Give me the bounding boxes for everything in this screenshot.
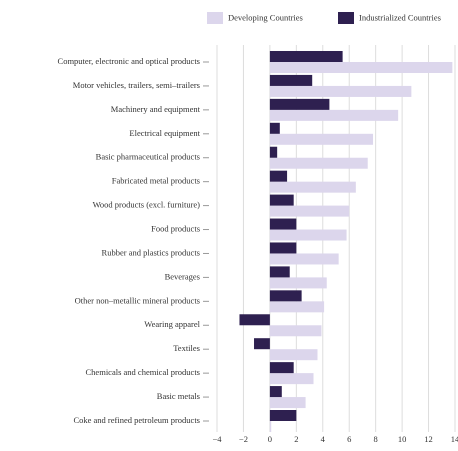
y-tick-label: Wood products (excl. furniture)	[93, 200, 201, 210]
x-tick-label: 4	[321, 434, 326, 444]
bar	[269, 266, 290, 278]
y-tick-label: Coke and refined petroleum products	[73, 415, 200, 425]
bar	[269, 98, 330, 110]
bar	[239, 314, 270, 326]
bar	[269, 133, 374, 145]
x-tick-label: 2	[294, 434, 298, 444]
bar	[269, 194, 294, 206]
bar	[269, 205, 350, 217]
bar	[269, 349, 318, 361]
y-tick-label: Basic pharmaceutical products	[96, 152, 200, 162]
bar	[269, 253, 339, 265]
y-tick-label: Fabricated metal products	[112, 176, 200, 186]
bar	[269, 109, 399, 121]
legend-swatch	[338, 12, 354, 24]
legend-label: Industrialized Countries	[359, 12, 441, 22]
bar	[269, 122, 280, 134]
bar	[269, 62, 453, 73]
bar	[269, 170, 288, 182]
bar	[269, 410, 297, 421]
bar	[269, 51, 343, 62]
x-tick-label: −2	[239, 434, 248, 444]
bar	[269, 421, 272, 432]
bar	[269, 242, 297, 254]
bar	[269, 290, 302, 302]
y-tick-label: Food products	[151, 223, 200, 233]
bar	[269, 386, 282, 398]
bar	[269, 146, 278, 158]
bar	[269, 301, 325, 313]
bar	[269, 325, 322, 337]
bar	[269, 277, 327, 289]
x-tick-label: 14	[451, 434, 458, 444]
bar	[269, 74, 313, 86]
bar	[269, 181, 356, 193]
y-tick-label: Electrical equipment	[129, 128, 200, 138]
y-tick-label: Computer, electronic and optical product…	[58, 56, 200, 66]
y-tick-label: Wearing apparel	[144, 319, 200, 329]
y-tick-label: Machinery and equipment	[111, 104, 201, 114]
x-tick-label: 0	[268, 434, 272, 444]
bar	[269, 229, 347, 241]
bar	[269, 397, 306, 409]
y-tick-label: Chemicals and chemical products	[86, 367, 200, 377]
x-tick-label: −4	[212, 434, 222, 444]
legend-label: Developing Countries	[228, 12, 303, 22]
x-tick-label: 6	[347, 434, 351, 444]
bar	[269, 85, 412, 97]
y-tick-label: Rubber and plastics products	[102, 247, 200, 257]
bar	[269, 362, 294, 374]
y-tick-label: Other non–metallic mineral products	[75, 295, 200, 305]
x-tick-label: 8	[374, 434, 378, 444]
y-tick-label: Motor vehicles, trailers, semi–trailers	[73, 80, 200, 90]
bar	[269, 218, 297, 230]
x-tick-label: 12	[424, 434, 433, 444]
legend-swatch	[207, 12, 223, 24]
bar	[269, 373, 314, 385]
x-tick-label: 10	[398, 434, 407, 444]
y-tick-label: Beverages	[165, 271, 200, 281]
y-tick-label: Basic metals	[157, 391, 200, 401]
y-tick-label: Textiles	[173, 343, 200, 353]
bar	[254, 338, 270, 350]
bar	[269, 157, 368, 169]
